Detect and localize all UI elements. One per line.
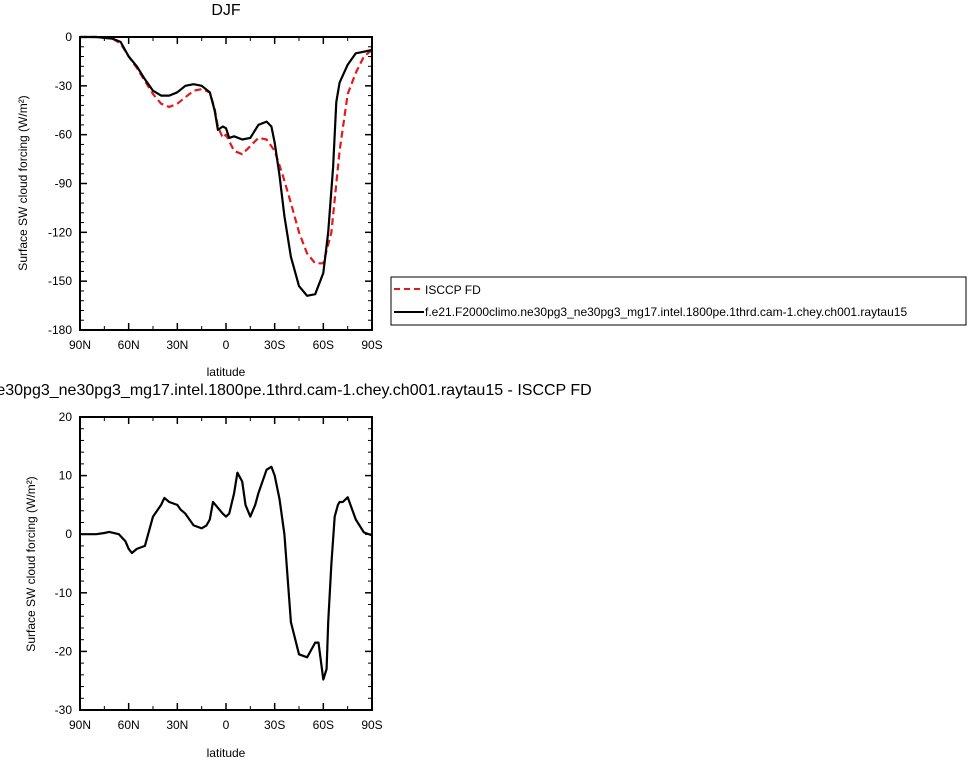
- top-x-tick-label: 60S: [313, 338, 334, 352]
- bottom-panel-series: [80, 465, 373, 681]
- top-x-tick-label: 30N: [166, 338, 188, 352]
- bottom-panel-title: f.e21.F2000climo.ne30pg3_ne30pg3_mg17.in…: [0, 382, 592, 399]
- top-x-tick-label: 90S: [361, 338, 382, 352]
- legend-label-isccp: ISCCP FD: [425, 283, 481, 297]
- top-panel-y-axis-label: Surface SW cloud forcing (W/m²): [16, 95, 30, 270]
- bottom-y-tick-label: -10: [55, 586, 73, 600]
- bottom-series-line-0: [80, 465, 373, 681]
- top-y-tick-label: -90: [55, 177, 73, 191]
- bottom-x-tick-label: 60N: [118, 718, 140, 732]
- top-panel-title: DJF: [211, 2, 241, 19]
- bottom-x-tick-label: 0: [223, 718, 230, 732]
- bottom-panel-ticks: 90N 60N 30N 0 30S 60S 90S 20 10 0 -10 -20 -30: [55, 410, 383, 732]
- top-panel-x-axis-label: latitude: [207, 365, 246, 379]
- top-x-tick-label: 90N: [69, 338, 91, 352]
- bottom-panel-frame: [79, 416, 373, 711]
- top-panel: DJF Surface SW cloud forcing (W/m²) lati…: [16, 2, 383, 379]
- top-x-tick-label: 0: [223, 338, 230, 352]
- top-series-line-1: [80, 35, 373, 297]
- bottom-y-tick-label: 0: [65, 527, 72, 541]
- top-y-tick-label: -180: [48, 323, 72, 337]
- bottom-y-tick-label: -20: [55, 644, 73, 658]
- legend: ISCCP FD f.e21.F2000climo.ne30pg3_ne30pg…: [390, 276, 967, 326]
- bottom-x-tick-label: 60S: [313, 718, 334, 732]
- top-panel-frame: [79, 36, 373, 331]
- top-y-tick-label: -60: [55, 128, 73, 142]
- legend-box: [390, 276, 967, 326]
- top-x-tick-label: 60N: [118, 338, 140, 352]
- bottom-x-tick-label: 90S: [361, 718, 382, 732]
- bottom-y-tick-label: 10: [59, 469, 73, 483]
- top-y-tick-label: -30: [55, 79, 73, 93]
- bottom-x-tick-label: 30N: [166, 718, 188, 732]
- top-x-tick-label: 30S: [264, 338, 285, 352]
- bottom-x-tick-label: 30S: [264, 718, 285, 732]
- legend-label-model: f.e21.F2000climo.ne30pg3_ne30pg3_mg17.in…: [425, 305, 907, 319]
- bottom-panel-x-axis-label: latitude: [207, 746, 246, 760]
- top-y-tick-label: -150: [48, 274, 72, 288]
- bottom-x-tick-label: 90N: [69, 718, 91, 732]
- top-series-line-0: [80, 35, 373, 265]
- top-y-tick-label: -120: [48, 225, 72, 239]
- bottom-panel: f.e21.F2000climo.ne30pg3_ne30pg3_mg17.in…: [0, 382, 592, 760]
- top-panel-ticks: 90N 60N 30N 0 30S 60S 90S 0 -30 -60 -90 -120 -150 -18…: [48, 30, 383, 352]
- bottom-y-tick-label: 20: [59, 410, 73, 424]
- top-y-tick-label: 0: [65, 30, 72, 44]
- top-panel-series: [80, 35, 373, 297]
- bottom-y-tick-label: -30: [55, 703, 73, 717]
- bottom-panel-y-axis-label: Surface SW cloud forcing (W/m²): [24, 476, 38, 651]
